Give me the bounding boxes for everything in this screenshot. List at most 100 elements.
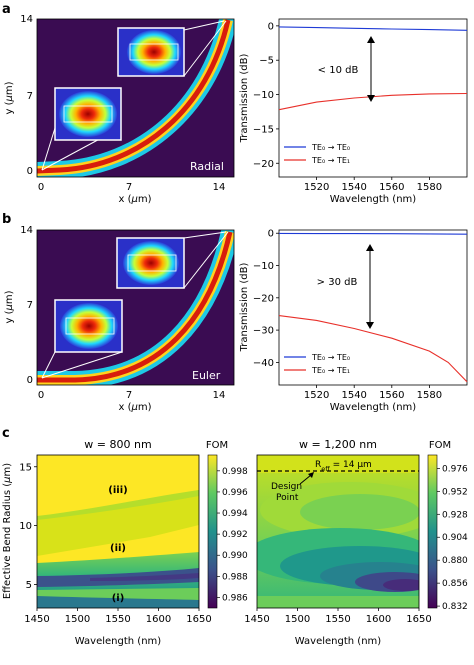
colorbar-left-tick-label: 0.988 — [222, 572, 248, 582]
colorbar-right-title: FOM — [429, 440, 451, 451]
field-map-b-leader-3 — [183, 231, 227, 239]
field-map-b-axes: 14 7 0 0 7 14 x (μm) y (μm) — [4, 225, 225, 413]
heatmap-right-xtick-label: 1650 — [406, 614, 431, 625]
map-b-xtick-14: 14 — [213, 390, 226, 401]
colorbar-left-tick-label: 0.996 — [222, 488, 248, 498]
transmission-plot-a: 0 −5 −10 −15 −20 1520 1540 1560 1580 < 10 dB TE₀… — [239, 18, 468, 205]
colorbar-left-tick-label: 0.990 — [222, 551, 248, 561]
heatmap-right-title: w = 1,200 nm — [299, 438, 377, 451]
colorbar-right-tick-label: 0.952 — [442, 487, 468, 497]
field-map-a-leader-4 — [183, 20, 227, 77]
colorbar-right-tick-label: 0.928 — [442, 510, 468, 520]
map-a-ylabel: y (μm) — [4, 81, 15, 114]
plot-a-legend-1: TE₀ → TE₁ — [311, 156, 350, 165]
design-point-label-1: Design — [271, 482, 302, 492]
heatmap-left-band-darkest — [90, 573, 199, 581]
map-a-ytick-7: 7 — [27, 91, 33, 102]
heatmap-left-ytick-label: 5 — [26, 580, 32, 591]
region-label-ii: (ii) — [110, 543, 126, 554]
region-label-iii: (iii) — [108, 485, 127, 496]
heatmap-left-xtick-label: 1600 — [146, 614, 171, 625]
heatmap-left-ytick-label: 15 — [19, 462, 32, 473]
plot-b-ytick-label: −40 — [253, 358, 274, 369]
plot-a-legend-0: TE₀ → TE₀ — [311, 143, 350, 152]
colorbar-right: FOM 0.976 0.952 0.928 0.904 0.880 0.856 0.832 — [427, 440, 468, 612]
plot-a-series-line-0 — [278, 26, 468, 31]
plot-b-frame — [278, 229, 468, 386]
plot-b-ytick-label: −30 — [253, 326, 274, 337]
field-map-a-leader-3 — [183, 20, 225, 31]
transmission-plot-b: 0 −10 −20 −30 −40 1520 1540 1560 1580 > 30 dB TE… — [239, 229, 468, 413]
plot-b-ylabel: Transmission (dB) — [239, 263, 250, 353]
colorbar-left: FOM 0.998 0.996 0.994 0.992 0.990 0.988 0.986 — [206, 440, 248, 609]
heatmap-left-xtick-label: 1500 — [65, 614, 90, 625]
map-a-ytick-14: 14 — [20, 14, 33, 25]
caption-cutoff — [0, 652, 474, 665]
field-map-b-waveguide-core — [37, 231, 233, 383]
field-map-a: Radial — [36, 18, 235, 178]
heatmap-left-xlabel: Wavelength (nm) — [75, 636, 161, 647]
plot-a-xlabel: Wavelength (nm) — [330, 194, 416, 205]
plot-b-ytick-label: −10 — [253, 261, 274, 272]
mode-inset-a-output — [117, 27, 185, 77]
colorbar-left-tick-label: 0.992 — [222, 530, 248, 540]
plot-b-xtick-label: 1540 — [341, 390, 366, 401]
colorbar-right-tick-label: 0.832 — [442, 602, 468, 612]
mode-label-b: Euler — [192, 369, 221, 382]
colorbar-right-tick-label: 0.856 — [442, 579, 468, 589]
heatmap-right-xtick-label: 1550 — [325, 614, 350, 625]
map-b-xtick-0: 0 — [38, 390, 44, 401]
colorbar-left-tick-label: 0.986 — [222, 593, 248, 603]
design-point-arrow — [299, 474, 312, 485]
plot-a-ytick-label: −10 — [253, 90, 274, 101]
plot-a-legend: TE₀ → TE₀ TE₀ → TE₁ — [284, 143, 350, 165]
plot-b-xlabel: Wavelength (nm) — [330, 402, 416, 413]
heatmap-left-axes: 1450 1500 1550 1600 1650 5 10 15 Effective Bend… — [2, 462, 212, 647]
mode-inset-b-output — [116, 237, 185, 289]
plot-a-ytick-label: 0 — [268, 21, 274, 32]
map-a-xlabel: x (μm) — [118, 194, 151, 205]
plot-b-annotation: > 30 dB — [317, 244, 374, 329]
heatmap-right-xtick-label: 1600 — [366, 614, 391, 625]
plot-b-legend-0: TE₀ → TE₀ — [311, 353, 350, 362]
heatmap-left-region-ii — [37, 490, 199, 556]
colorbar-right-tick-label: 0.976 — [442, 464, 468, 474]
mode-label-a: Radial — [190, 160, 224, 173]
mode-inset-a-input — [54, 87, 122, 141]
heatmap-left-xtick-label: 1450 — [24, 614, 49, 625]
plot-a-frame — [278, 18, 468, 178]
heatmap-ylabel: Effective Bend Radius (μm) — [2, 463, 13, 599]
panel-label-c: c — [2, 426, 10, 441]
map-b-ytick-14: 14 — [20, 225, 33, 236]
plot-a-xtick-label: 1540 — [341, 182, 366, 193]
plot-a-annotation-text: < 10 dB — [318, 65, 359, 76]
reff-label: Reff = 14 μm — [315, 460, 372, 473]
colorbar-left-tick-label: 0.994 — [222, 509, 248, 519]
field-map-b-leader-2 — [41, 351, 123, 379]
panel-label-a: a — [2, 2, 11, 17]
heatmap-right-axes: 1450 1500 1550 1600 1650 Wavelength (nm) — [244, 608, 432, 647]
plot-a-ytick-label: −15 — [253, 124, 274, 135]
design-point-label-2: Point — [276, 493, 299, 503]
map-a-xtick-7: 7 — [126, 182, 132, 193]
colorbar-left-title: FOM — [206, 440, 228, 451]
heatmap-right-xtick-label: 1450 — [244, 614, 269, 625]
plot-b-series-line-1 — [278, 315, 468, 383]
field-map-a-waveguide-core — [37, 19, 231, 174]
heatmap-left-band-light — [37, 490, 199, 520]
plot-a-xtick-label: 1560 — [379, 182, 404, 193]
map-a-xtick-0: 0 — [38, 182, 44, 193]
heatmap-right-xtick-label: 1500 — [285, 614, 310, 625]
plot-b-xtick-label: 1580 — [417, 390, 442, 401]
plot-b-xtick-label: 1560 — [379, 390, 404, 401]
colorbar-right-tick-label: 0.880 — [442, 556, 468, 566]
map-b-xlabel: x (μm) — [118, 402, 151, 413]
heatmap-right-contour-7 — [383, 579, 419, 591]
field-map-a-axes: 14 7 0 0 7 14 x (μm) y (μm) — [4, 14, 225, 205]
plot-b-series-line-0 — [278, 232, 468, 235]
plot-b-ytick-label: 0 — [268, 229, 274, 240]
heatmap-left-ytick-label: 10 — [19, 521, 32, 532]
plot-a-ylabel: Transmission (dB) — [239, 54, 250, 144]
plot-b-legend-1: TE₀ → TE₁ — [311, 366, 350, 375]
